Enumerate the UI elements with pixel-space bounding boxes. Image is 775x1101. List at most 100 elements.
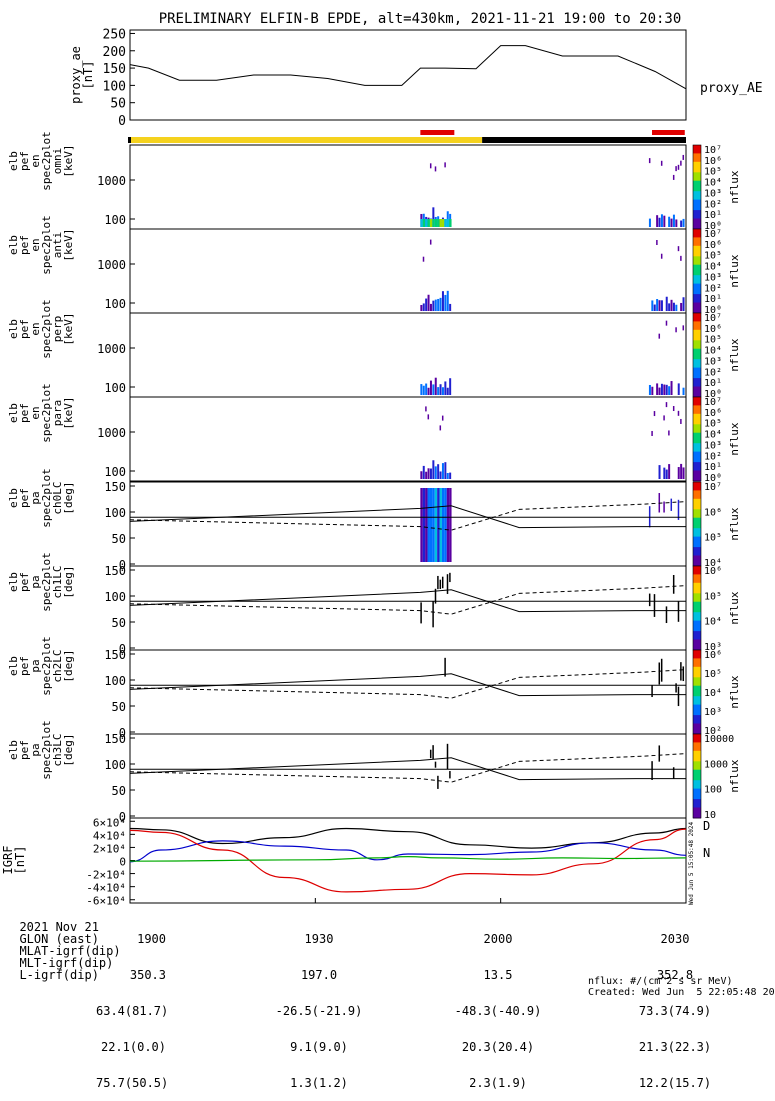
colorbar-cell xyxy=(693,708,701,712)
colorbar-cell xyxy=(693,738,701,741)
spectrum-cell xyxy=(660,214,663,227)
colorbar-cell xyxy=(693,197,701,201)
footer-row-mlat: MLAT-igrf(dip) xyxy=(5,933,121,958)
colorbar-cell xyxy=(693,517,701,521)
colorbar-tick: 10³ xyxy=(704,188,722,199)
colorbar-cell xyxy=(693,310,701,314)
spectrum-cell xyxy=(427,488,430,562)
spectrum-cell xyxy=(441,463,444,479)
spectrum-cell xyxy=(437,464,440,479)
panel-ylabel-line: [deg] xyxy=(62,481,75,514)
igrf-ylabel-line: IGRF xyxy=(1,846,15,875)
panel-ylabel-line: pef xyxy=(18,403,31,423)
colorbar-cell xyxy=(693,603,701,607)
panel-ylabel-line: pef xyxy=(18,151,31,171)
ytick-label: 1000 xyxy=(97,342,126,356)
spectrum-cell xyxy=(449,572,451,583)
spectrum-cell xyxy=(677,164,680,170)
colorbar-cell xyxy=(693,618,701,622)
spectrum-cell xyxy=(422,465,425,479)
colorbar-cell xyxy=(693,645,701,649)
footer-mlat-label: MLAT-igrf(dip) xyxy=(19,944,121,958)
colorbar-cell xyxy=(693,599,701,603)
ytick-label: 50 xyxy=(112,616,126,630)
colorbar-cell xyxy=(693,734,701,737)
spectrum-cell xyxy=(432,488,435,562)
colorbar-cell xyxy=(693,260,701,264)
colorbar-tick: 10⁶ xyxy=(704,566,722,577)
colorbar-label: nflux xyxy=(728,675,741,708)
colorbar-cell xyxy=(693,524,701,527)
colorbar-cell xyxy=(693,742,701,745)
colorbar-cell xyxy=(693,662,701,666)
footer-row-date: 2021 Nov 21 xyxy=(5,909,98,933)
colorbar-cell xyxy=(693,350,701,354)
ae-ylabel-line: proxy_ae xyxy=(69,46,83,104)
colorbar-cell xyxy=(693,283,701,287)
ytick-label: 50 xyxy=(112,532,126,546)
spectrum-cell xyxy=(425,219,428,227)
colorbar-cell xyxy=(693,266,701,270)
colorbar-cell xyxy=(693,340,701,343)
colorbar-cell xyxy=(693,432,701,436)
ae-ytick-label: 0 xyxy=(118,114,126,129)
colorbar-cell xyxy=(693,145,701,148)
colorbar-cell xyxy=(693,685,701,689)
colorbar-cell xyxy=(693,597,701,601)
footer-value: 350.3 xyxy=(129,968,166,982)
colorbar-cell xyxy=(693,159,701,163)
spectrum-cell xyxy=(429,219,433,227)
spectrum-cell xyxy=(665,320,668,326)
spectrum-cell xyxy=(663,384,666,395)
panel-ylabel-line: pef xyxy=(18,656,31,676)
colorbar-cell xyxy=(693,426,701,429)
collection-bar xyxy=(420,130,455,135)
colorbar-cell xyxy=(693,761,701,764)
colorbar-cell xyxy=(693,418,701,421)
panel-ylabel-line: anti xyxy=(51,232,64,259)
spectrum-cell xyxy=(420,602,422,624)
spectrum-cell xyxy=(425,383,428,395)
colorbar-label: nflux xyxy=(728,759,741,792)
panel-ylabel-line: ch0LC xyxy=(51,481,64,514)
spectrum-cell xyxy=(682,218,685,227)
colorbar-label: nflux xyxy=(728,254,741,287)
colorbar-cell xyxy=(693,484,701,487)
colorbar-cell xyxy=(693,342,701,345)
colorbar-cell xyxy=(693,216,701,219)
spectrum-cell xyxy=(658,662,661,685)
ytick-label: 100 xyxy=(104,758,126,772)
colorbar-cell xyxy=(693,182,701,186)
colorbar-cell xyxy=(693,273,701,276)
colorbar-cell xyxy=(693,371,701,375)
spectrum-cell xyxy=(425,298,428,311)
colorbar-cell xyxy=(693,472,701,476)
colorbar-cell xyxy=(693,694,701,697)
colorbar-cell xyxy=(693,170,701,173)
colorbar-cell xyxy=(693,352,701,356)
colorbar-cell xyxy=(693,643,701,647)
panel-ylabel-line: elb xyxy=(7,488,20,508)
colorbar-cell xyxy=(693,513,701,517)
spectrum-cell xyxy=(663,215,666,227)
panel-ylabel-line: perp xyxy=(51,316,64,343)
colorbar-tick: 10¹ xyxy=(704,294,722,305)
colorbar-cell xyxy=(693,769,701,773)
ae-ytick-label: 50 xyxy=(110,97,126,112)
panel-ylabel-line: pef xyxy=(18,319,31,339)
spectrum-cell xyxy=(653,411,656,417)
colorbar-cell xyxy=(693,809,701,813)
panel-ylabel-line: elb xyxy=(7,740,20,760)
colorbar-cell xyxy=(693,233,701,236)
colorbar-cell xyxy=(693,315,701,318)
spectrum-cell xyxy=(648,218,651,227)
spectrum-cell xyxy=(670,218,673,227)
colorbar-cell xyxy=(693,277,701,280)
ae-line xyxy=(129,45,687,90)
colorbar-cell xyxy=(693,208,701,211)
colorbar-cell xyxy=(693,608,701,611)
spectrum-cell xyxy=(444,462,447,479)
colorbar-cell xyxy=(693,744,701,748)
colorbar-cell xyxy=(693,498,701,502)
ytick-label: 100 xyxy=(104,213,126,227)
